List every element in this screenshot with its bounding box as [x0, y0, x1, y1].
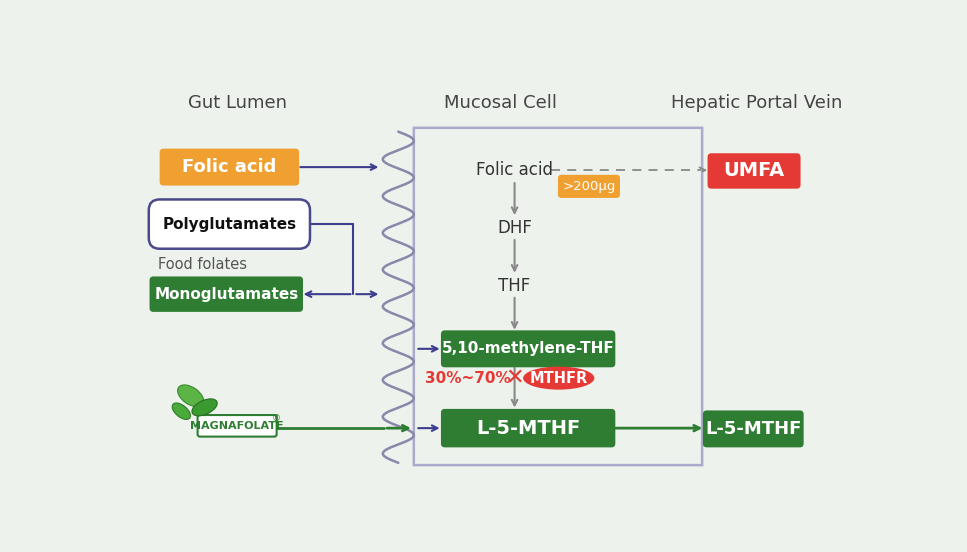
Text: Mucosal Cell: Mucosal Cell	[444, 94, 557, 112]
Text: Gut Lumen: Gut Lumen	[188, 94, 286, 112]
Text: THF: THF	[498, 277, 531, 295]
FancyBboxPatch shape	[160, 148, 299, 185]
Text: ®: ®	[272, 413, 280, 423]
Text: MAGNAFOLATE: MAGNAFOLATE	[190, 421, 284, 431]
FancyBboxPatch shape	[149, 199, 310, 249]
Ellipse shape	[178, 385, 204, 407]
Text: Monoglutamates: Monoglutamates	[154, 286, 299, 301]
Text: Food folates: Food folates	[158, 257, 247, 272]
Text: Hepatic Portal Vein: Hepatic Portal Vein	[671, 94, 842, 112]
FancyBboxPatch shape	[703, 411, 804, 447]
Ellipse shape	[523, 367, 595, 390]
Text: 5,10-methylene-THF: 5,10-methylene-THF	[442, 341, 614, 357]
Text: Polyglutamates: Polyglutamates	[162, 216, 297, 232]
Text: L-5-MTHF: L-5-MTHF	[705, 420, 802, 438]
Text: Folic acid: Folic acid	[182, 158, 277, 176]
FancyBboxPatch shape	[708, 153, 801, 189]
Text: MTHFR: MTHFR	[530, 370, 588, 386]
FancyBboxPatch shape	[197, 415, 277, 437]
Text: L-5-MTHF: L-5-MTHF	[476, 418, 580, 438]
FancyBboxPatch shape	[441, 409, 615, 447]
Ellipse shape	[172, 403, 190, 420]
FancyBboxPatch shape	[441, 330, 615, 367]
Text: Folic acid: Folic acid	[476, 161, 553, 179]
Ellipse shape	[191, 399, 218, 416]
FancyBboxPatch shape	[558, 175, 620, 198]
Text: UMFA: UMFA	[723, 162, 784, 181]
Text: ✕: ✕	[506, 368, 524, 388]
Text: 30%~70%: 30%~70%	[425, 370, 511, 386]
FancyBboxPatch shape	[150, 277, 303, 312]
Text: >200μg: >200μg	[562, 180, 616, 193]
Text: DHF: DHF	[497, 219, 532, 237]
